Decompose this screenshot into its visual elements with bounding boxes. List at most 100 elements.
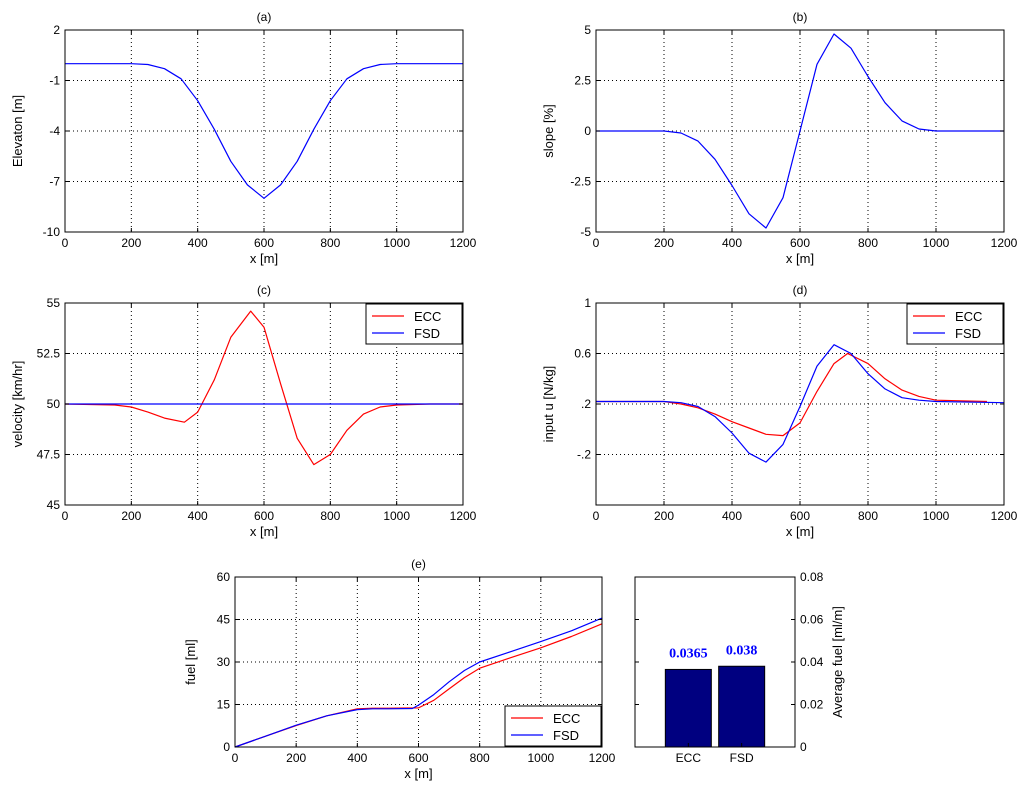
y-tick-label: -10 [43, 225, 61, 239]
y-tick-label: 0.02 [800, 698, 824, 712]
y-tick-label: -2.5 [570, 175, 591, 189]
y-tick-label: -7 [49, 175, 60, 189]
axes-frame [595, 29, 1005, 233]
y-tick-label: 1 [584, 296, 591, 310]
y-tick-label: 0 [800, 740, 807, 754]
legend: ECC FSD [504, 705, 602, 747]
series-line-ecc [596, 352, 988, 437]
legend-box [365, 303, 463, 345]
y-tick-label: 0.6 [574, 347, 591, 361]
axes-frame [64, 29, 464, 233]
x-tick-label: FSD [730, 751, 754, 765]
y-tick-label: 60 [217, 570, 231, 584]
x-tick-label: 600 [790, 509, 810, 523]
y-tick-label: 45 [47, 498, 61, 512]
x-tick-label: ECC [676, 751, 702, 765]
y-tick-label: 0.08 [800, 570, 824, 584]
x-tick-label: 600 [254, 509, 274, 523]
legend-box [906, 303, 1004, 345]
axes-frame [64, 302, 464, 506]
x-axis-label: x [m] [404, 766, 432, 781]
legend: ECC FSD [906, 303, 1004, 345]
y-axis-label: slope [%] [541, 104, 556, 157]
bar-value-label-ecc: 0.0365 [669, 646, 708, 661]
x-tick-label: 600 [254, 236, 274, 250]
chart-title: (c) [257, 283, 271, 297]
x-tick-label: 0 [62, 509, 69, 523]
x-tick-label: 1000 [527, 751, 554, 765]
x-tick-label: 400 [188, 236, 208, 250]
x-tick-label: 1200 [450, 236, 477, 250]
chart-c: 0 200 400 600 800 1000 1200 45 47.5 50 52.5 55 ECC FS… [10, 283, 477, 539]
x-axis-label: x [m] [786, 251, 814, 266]
y-tick-label: -1 [49, 74, 60, 88]
x-tick-label: 200 [654, 236, 674, 250]
x-tick-label: 1200 [991, 236, 1018, 250]
x-tick-label: 800 [320, 509, 340, 523]
legend-label-ecc: ECC [553, 711, 580, 726]
x-tick-label: 1000 [923, 509, 950, 523]
chart-d: 0 200 400 600 800 1000 1200 -.2 .2 0.6 1 ECC FSD (d) x… [541, 283, 1018, 539]
x-tick-label: 1000 [383, 236, 410, 250]
y-tick-label: 0 [223, 740, 230, 754]
chart-title: (a) [257, 10, 272, 24]
y-axis-label: input u [N/kg] [541, 366, 556, 443]
legend-label-fsd: FSD [955, 326, 981, 341]
y-tick-label: 47.5 [37, 448, 61, 462]
axes-frame [595, 302, 1005, 506]
chart-title: (d) [793, 283, 808, 297]
y-axis-label: fuel [ml] [183, 639, 198, 685]
y-tick-label: 45 [217, 613, 231, 627]
y-axis-label: Average fuel [ml/m] [830, 606, 845, 718]
x-tick-label: 800 [470, 751, 490, 765]
chart-title: (b) [793, 10, 808, 24]
y-tick-label: -4 [49, 124, 60, 138]
x-tick-label: 0 [62, 236, 69, 250]
x-tick-label: 200 [121, 236, 141, 250]
y-tick-label: 0.04 [800, 655, 824, 669]
x-tick-label: 1200 [450, 509, 477, 523]
y-tick-label: .2 [581, 397, 591, 411]
y-tick-label: -5 [580, 225, 591, 239]
x-tick-label: 800 [858, 236, 878, 250]
chart-a: 0 200 400 600 800 1000 1200 -10 -7 -4 -1 2 (a) x [m] E… [10, 10, 477, 266]
y-tick-label: 52.5 [37, 347, 61, 361]
x-tick-label: 1000 [383, 509, 410, 523]
y-tick-label: 50 [47, 397, 61, 411]
y-tick-label: 0.06 [800, 613, 824, 627]
y-axis-label: velocity [km/hr] [10, 361, 25, 448]
bar-ecc [664, 668, 712, 748]
x-axis-label: x [m] [250, 251, 278, 266]
x-tick-label: 400 [722, 236, 742, 250]
x-tick-label: 800 [858, 509, 878, 523]
y-tick-label: 15 [217, 698, 231, 712]
series-line-ecc [64, 310, 463, 466]
x-tick-label: 0 [593, 236, 600, 250]
y-axis-label: Elevaton [m] [10, 95, 25, 167]
x-tick-label: 1200 [991, 509, 1018, 523]
x-tick-label: 600 [790, 236, 810, 250]
legend-label-ecc: ECC [955, 309, 982, 324]
x-tick-label: 200 [286, 751, 306, 765]
y-tick-label: 2.5 [574, 74, 591, 88]
chart-f: 0.0365 ECC 0.038 FSD 0 0.02 0.04 0.06 0.08 Averag… [634, 570, 845, 765]
plot-area [635, 577, 795, 747]
x-tick-label: 0 [593, 509, 600, 523]
y-tick-label: 2 [53, 23, 60, 37]
chart-title: (e) [411, 557, 426, 571]
series-line-fsd [234, 617, 603, 748]
legend-label-fsd: FSD [553, 728, 579, 743]
x-axis-label: x [m] [250, 524, 278, 539]
legend-box [504, 705, 602, 747]
chart-e: 0 200 400 600 800 1000 1200 0 15 30 45 60 ECC FSD (e) x… [183, 557, 616, 781]
chart-b: 0 200 400 600 800 1000 1200 -5 -2.5 0 2.5 5 (b) x [m]… [541, 10, 1018, 266]
y-tick-label: 30 [217, 655, 231, 669]
y-tick-label: 5 [584, 23, 591, 37]
x-tick-label: 400 [722, 509, 742, 523]
legend-label-ecc: ECC [414, 309, 441, 324]
series-line-fsd [596, 344, 1005, 463]
bar-fsd [718, 665, 766, 748]
y-tick-label: 0 [584, 124, 591, 138]
x-tick-label: 200 [121, 509, 141, 523]
